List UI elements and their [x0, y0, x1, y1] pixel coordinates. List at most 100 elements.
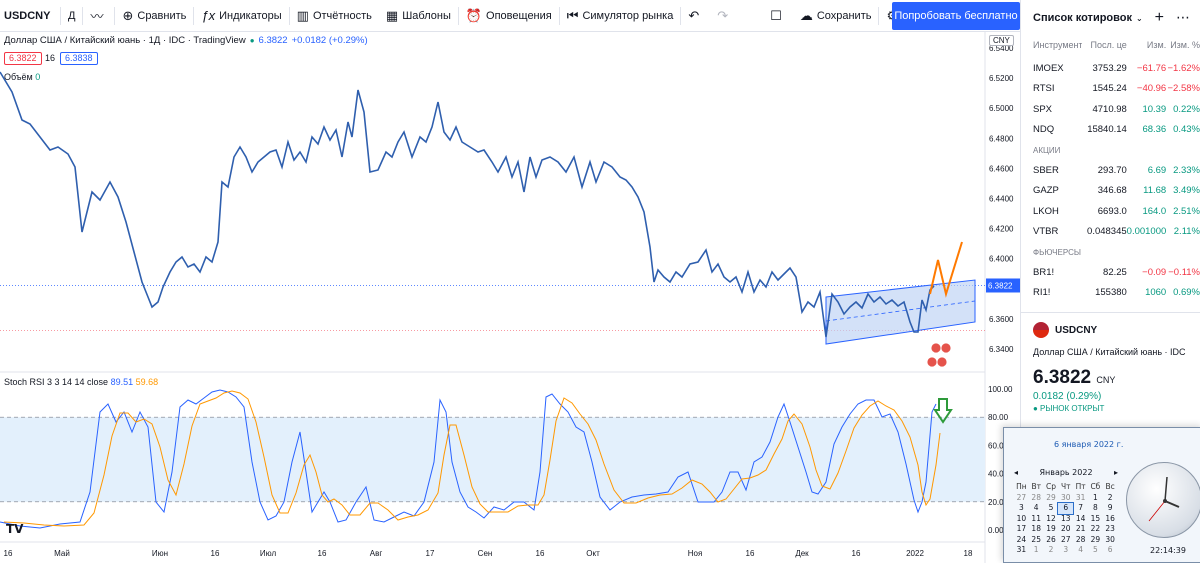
calendar-day[interactable]: 24	[1016, 534, 1027, 544]
watchlist-row-ndq[interactable]: NDQ 15840.14 68.36 0.43%	[1021, 120, 1200, 141]
watchlist-row-sber[interactable]: SBER 293.70 6.69 2.33%	[1021, 160, 1200, 181]
time-axis-label: Авг	[370, 549, 383, 558]
undo-button[interactable]: ↶	[681, 0, 710, 32]
calendar-day[interactable]: 13	[1061, 513, 1071, 523]
calendar-date[interactable]: 6 января 2022 г.	[1054, 440, 1124, 449]
calendar-day[interactable]: 9	[1107, 503, 1113, 512]
redo-button[interactable]: ↷	[710, 0, 739, 32]
forecast-arrow	[929, 241, 963, 298]
calendar-day[interactable]: 22	[1090, 524, 1101, 533]
group-stocks[interactable]: АКЦИИ	[1033, 145, 1061, 155]
chevron-down-icon[interactable]: ⌄	[1135, 13, 1143, 23]
currency-button[interactable]: CNY	[989, 35, 1014, 46]
watchlist-header[interactable]: Список котировок ⌄ + ⋯	[1021, 0, 1200, 36]
legend-dots[interactable]: ●	[249, 36, 255, 45]
calendar-day[interactable]: 29	[1046, 492, 1056, 502]
calendar-day[interactable]: 1	[1033, 545, 1039, 554]
calendar-day[interactable]: 27	[1016, 492, 1027, 502]
price-axis-label: 6.5400	[989, 44, 1014, 53]
col-change-pct[interactable]: Изм. %	[1170, 40, 1200, 50]
calendar-day[interactable]: 16	[1105, 513, 1115, 523]
calendar-day[interactable]: 6	[1107, 545, 1113, 554]
try-free-button[interactable]: Попробовать бесплатно	[892, 2, 1020, 30]
more-icon[interactable]: ⋯	[1176, 9, 1190, 25]
calendar-day[interactable]: 31	[1075, 492, 1086, 502]
replay-button[interactable]: ⏮ Симулятор рынка	[560, 0, 681, 32]
calendar-day[interactable]: 15	[1090, 513, 1101, 523]
prev-month-icon[interactable]: ◂	[1014, 468, 1019, 477]
save-button[interactable]: ☁ Сохранить	[793, 0, 879, 32]
calendar-day[interactable]: 19	[1046, 524, 1056, 533]
calendar-day[interactable]: 2	[1107, 492, 1113, 502]
cell-change: −0.09	[1142, 266, 1167, 278]
calendar-day[interactable]: 4	[1033, 503, 1039, 512]
calendar-day[interactable]: 27	[1061, 534, 1071, 544]
alerts-button[interactable]: ⏰ Оповещения	[459, 0, 559, 32]
layout-checkbox[interactable]: ☐	[763, 0, 793, 32]
calendar-day[interactable]: 5	[1092, 545, 1098, 554]
calendar-day[interactable]: 17	[1016, 524, 1027, 533]
top-toolbar: USDCNY Д 〰 ⊕ Сравнить ƒx Индикаторы ▥ Отчёт…	[0, 0, 1020, 32]
col-last[interactable]: Посл. це	[1090, 40, 1127, 50]
calendar-day[interactable]: 25	[1031, 534, 1041, 544]
calendar-day[interactable]: 21	[1075, 524, 1086, 533]
calendar-day[interactable]: 11	[1031, 513, 1041, 523]
group-futures[interactable]: ФЬЮЧЕРСЫ	[1033, 247, 1081, 257]
calendar-day[interactable]: 31	[1016, 545, 1027, 554]
tradingview-logo[interactable]: 𝗧𝗩	[6, 522, 24, 536]
calendar-day[interactable]: 20	[1061, 524, 1071, 533]
time-axis-label: Июл	[260, 549, 277, 558]
calendar-day[interactable]: 7	[1078, 503, 1083, 512]
watchlist-row-vtbr[interactable]: VTBR 0.048345 0.001000 2.11%	[1021, 222, 1200, 243]
calendar-day[interactable]: 30	[1105, 534, 1115, 544]
watchlist-row-br1[interactable]: BR1! 82.25 −0.09 −0.11%	[1021, 262, 1200, 283]
calendar-weekday-row: Пн Вт Ср Чт Пт Сб Вс	[1014, 482, 1118, 493]
watchlist-row-lkoh[interactable]: LKOH 6693.0 164.0 2.51%	[1021, 201, 1200, 222]
calendar-day[interactable]: 29	[1090, 534, 1101, 544]
cell-change: 11.68	[1143, 185, 1167, 197]
watchlist-row-gazp[interactable]: GAZP 346.68 11.68 3.49%	[1021, 181, 1200, 202]
calendar-day[interactable]: 28	[1031, 492, 1041, 502]
next-month-icon[interactable]: ▸	[1113, 468, 1118, 477]
calendar-day[interactable]: 3	[1019, 503, 1024, 512]
calendar-day[interactable]: 30	[1061, 492, 1071, 502]
chart-pane[interactable]: 6.5400 6.5200 6.5000 6.4800 6.4600 6.4400 6.42…	[0, 32, 1020, 563]
watchlist-row-spx[interactable]: SPX 4710.98 10.39 0.22%	[1021, 99, 1200, 120]
system-calendar-popup[interactable]: 6 января 2022 г. ◂ Январь 2022 ▸ Пн Вт Ср Ч…	[1003, 427, 1200, 563]
compare-button[interactable]: ⊕ Сравнить	[115, 0, 193, 32]
calendar-day[interactable]: 28	[1075, 534, 1086, 544]
col-instrument[interactable]: Инструмент	[1033, 40, 1082, 50]
sell-price-box[interactable]: 6.3822	[4, 52, 42, 65]
divider	[288, 6, 290, 25]
reports-button[interactable]: ▥ Отчётность	[290, 0, 379, 32]
calendar-day[interactable]: 12	[1046, 513, 1056, 523]
detail-symbol-row[interactable]: USDCNY	[1021, 313, 1200, 347]
calendar-day[interactable]: 4	[1078, 545, 1083, 554]
indicators-button[interactable]: ƒx Индикаторы	[194, 0, 288, 32]
calendar-day[interactable]: 1	[1092, 492, 1098, 502]
calendar-day[interactable]: 10	[1016, 513, 1027, 523]
regression-channel	[825, 279, 976, 345]
calendar-day[interactable]: 5	[1048, 503, 1054, 512]
add-symbol-icon[interactable]: +	[1154, 9, 1164, 26]
calendar-day[interactable]: 6	[1057, 502, 1075, 515]
watchlist-row-ri1[interactable]: RI1! 155380 1060 0.69%	[1021, 283, 1200, 304]
calendar-day[interactable]: 26	[1046, 534, 1056, 544]
interval-button[interactable]: Д	[68, 9, 76, 22]
calendar-day[interactable]: 23	[1105, 524, 1115, 533]
calendar-day[interactable]: 14	[1075, 513, 1086, 523]
col-change[interactable]: Изм.	[1146, 40, 1167, 50]
calendar-day[interactable]: 3	[1063, 545, 1069, 554]
calendar-day[interactable]: 18	[1031, 524, 1041, 533]
watchlist-row-imoex[interactable]: IMOEX 3753.29 −61.76 −1.62%	[1021, 58, 1200, 79]
rsi-axis-label: 0.00	[988, 526, 1004, 535]
calendar-month[interactable]: Январь 2022	[1039, 468, 1093, 477]
templates-button[interactable]: ▦ Шаблоны	[379, 0, 458, 32]
calendar-day[interactable]: 8	[1092, 503, 1098, 512]
watchlist-row-rtsi[interactable]: RTSI 1545.24 −40.96 −2.58%	[1021, 79, 1200, 100]
calendar-day[interactable]: 2	[1048, 545, 1054, 554]
chart-canvas[interactable]: 6.5400 6.5200 6.5000 6.4800 6.4600 6.4400 6.42…	[0, 32, 1020, 563]
symbol-search[interactable]: USDCNY	[4, 9, 51, 22]
buy-price-box[interactable]: 6.3838	[60, 52, 98, 65]
chart-type-button[interactable]: 〰	[83, 0, 114, 32]
